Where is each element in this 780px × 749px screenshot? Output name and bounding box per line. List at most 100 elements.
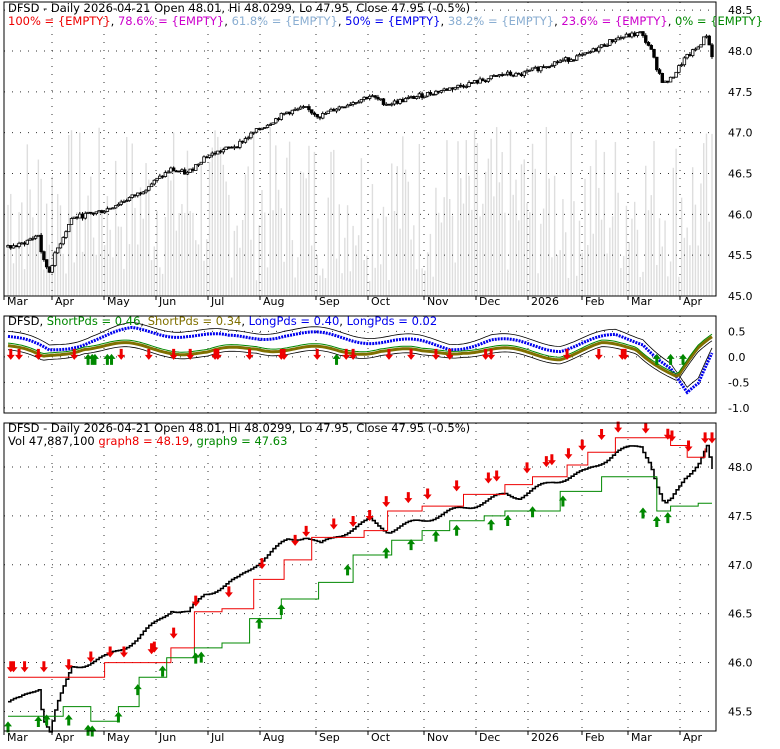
price-candle <box>285 111 289 114</box>
volume-bar <box>131 143 133 296</box>
buy-signal-arrow <box>343 564 352 576</box>
price-candle <box>492 75 496 77</box>
price-candle <box>657 69 662 74</box>
volume-bar <box>545 126 548 296</box>
price-candle <box>511 74 515 77</box>
price-candle <box>293 108 297 111</box>
buy-signal-arrow <box>158 665 167 677</box>
volume-bar <box>211 147 213 296</box>
oscillator-sell-arrow <box>621 348 630 360</box>
sell-signal-arrow <box>641 422 650 434</box>
volume-bar <box>614 141 617 296</box>
price-candle <box>127 197 132 201</box>
price-candle <box>392 100 397 105</box>
price-candle <box>519 73 524 77</box>
price-candle <box>561 59 565 62</box>
price-candle <box>373 95 377 98</box>
volume-bar <box>559 250 561 296</box>
oscillator-sell-arrow <box>313 348 322 360</box>
volume-bar <box>338 204 340 296</box>
volume-bar <box>454 262 456 296</box>
price-candle <box>274 118 278 124</box>
price-candle <box>530 67 535 71</box>
x-tick-label-jun: Jun <box>158 731 176 744</box>
volume-bar <box>672 167 675 296</box>
buy-signal-arrow <box>34 715 43 727</box>
volume-bar <box>161 273 164 296</box>
price-candle <box>105 208 110 212</box>
price-candle <box>362 96 366 100</box>
volume-bar <box>21 202 23 296</box>
volume-bar <box>443 197 445 296</box>
price-candle <box>652 48 656 58</box>
price-candle <box>61 237 65 245</box>
volume-bar <box>509 129 512 296</box>
buy-signal-arrow <box>255 617 264 629</box>
volume-bar <box>150 260 153 296</box>
sell-signal-arrow <box>191 595 200 607</box>
volume-bar <box>84 215 87 296</box>
price-candle <box>472 80 477 84</box>
price-candle <box>240 140 245 143</box>
volume-bar <box>280 208 283 296</box>
volume-bar <box>658 218 661 296</box>
volume-bar <box>54 256 56 296</box>
volume-bar <box>553 175 556 296</box>
price-candle <box>337 106 341 110</box>
volume-bar <box>650 195 652 296</box>
volume-bar <box>700 183 702 296</box>
volume-bar <box>691 167 694 296</box>
price-candle <box>459 84 463 87</box>
volume-bar <box>570 131 572 296</box>
price-candle <box>409 96 413 98</box>
oscillator-legend: DFSD, ShortPds = 0.46, ShortPds = 0.34, … <box>8 314 437 328</box>
x-tick-label-2026: 2026 <box>531 731 559 744</box>
price-candle <box>610 39 615 43</box>
volume-bar <box>661 246 664 296</box>
price-candle <box>575 55 579 61</box>
volume-bar <box>711 133 713 296</box>
oscillator-sell-arrow <box>481 348 490 360</box>
x-tick-label-may: May <box>107 295 130 308</box>
price-candle <box>649 45 653 50</box>
price-candle <box>268 123 272 126</box>
x-tick-label-2026: 2026 <box>531 295 559 308</box>
volume-bar <box>708 221 710 296</box>
price-candle <box>44 259 49 268</box>
price-candle <box>663 80 667 83</box>
fib-legend-item-6: 50% = {EMPTY} <box>345 14 440 28</box>
price-candle <box>644 35 648 43</box>
fib-legend-item-2: 78.6% = {EMPTY} <box>118 14 224 28</box>
x-tick-label-dec: Dec <box>479 731 500 744</box>
price-candle <box>290 109 295 115</box>
volume-bar <box>15 243 17 296</box>
fib-legend-item-9: , <box>554 14 561 28</box>
oscillator-sell-arrow <box>186 348 195 360</box>
volume-bar <box>178 213 180 296</box>
price-candle <box>25 239 30 245</box>
volume-bar <box>51 176 53 296</box>
buy-signal-arrow <box>452 524 461 536</box>
volume-bar <box>247 166 249 296</box>
volume-bar <box>272 210 274 296</box>
panel-2-y-tick-0.0: 0.0 <box>728 351 746 364</box>
price-candle <box>577 54 582 57</box>
volume-bar <box>368 281 371 296</box>
volume-bar <box>324 278 327 296</box>
volume-bar <box>664 220 666 296</box>
volume-bar <box>631 218 633 296</box>
price-candle <box>20 242 24 245</box>
price-candle <box>655 56 659 71</box>
volume-bar <box>186 150 189 296</box>
price-candle <box>398 99 402 104</box>
volume-bar <box>587 245 589 296</box>
volume-bar <box>308 145 310 296</box>
volume-bar <box>341 273 343 296</box>
volume-bar <box>576 275 578 296</box>
volume-bar <box>241 219 244 296</box>
price-candle <box>14 245 18 248</box>
price-candle <box>470 82 474 84</box>
volume-bar <box>142 218 144 296</box>
volume-bar <box>239 247 241 296</box>
volume-bar <box>446 140 448 296</box>
